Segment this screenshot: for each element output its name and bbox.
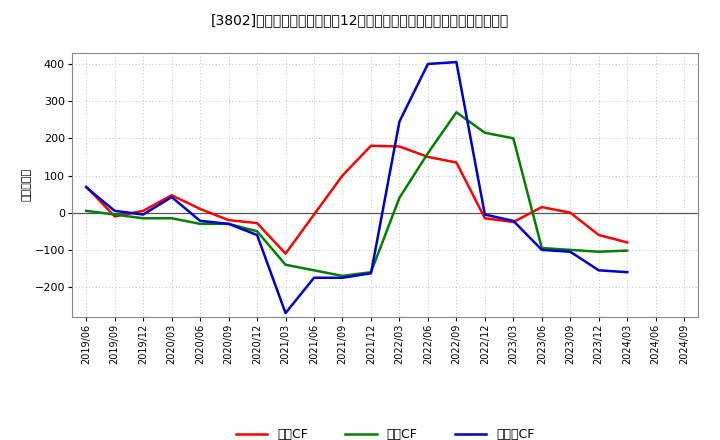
- 営業CF: [196, 206, 204, 212]
- Y-axis label: （百万円）: （百万円）: [22, 168, 32, 202]
- Line: 営業CF: 営業CF: [86, 146, 627, 253]
- フリーCF: [110, 208, 119, 213]
- フリーCF: [452, 59, 461, 65]
- Legend: 営業CF, 投賄CF, フリーCF: 営業CF, 投賄CF, フリーCF: [231, 423, 539, 440]
- 営業CF: [225, 217, 233, 223]
- 投賄CF: [509, 136, 518, 141]
- 投賄CF: [623, 248, 631, 253]
- Text: [3802]　キャッシュフローの12か月移動合計の対前年同期増減額の推移: [3802] キャッシュフローの12か月移動合計の対前年同期増減額の推移: [211, 13, 509, 27]
- 投賄CF: [82, 208, 91, 213]
- フリーCF: [395, 119, 404, 124]
- フリーCF: [566, 249, 575, 254]
- 投賄CF: [139, 216, 148, 221]
- Line: フリーCF: フリーCF: [86, 62, 627, 313]
- 投賄CF: [282, 262, 290, 268]
- フリーCF: [338, 275, 347, 280]
- 営業CF: [139, 208, 148, 213]
- 営業CF: [623, 240, 631, 245]
- 投賄CF: [110, 212, 119, 217]
- 営業CF: [395, 144, 404, 149]
- フリーCF: [423, 61, 432, 66]
- 営業CF: [423, 154, 432, 160]
- 投賄CF: [423, 150, 432, 156]
- 投賄CF: [253, 229, 261, 234]
- フリーCF: [480, 212, 489, 217]
- 投賄CF: [225, 221, 233, 227]
- 営業CF: [595, 232, 603, 238]
- 投賄CF: [595, 249, 603, 254]
- フリーCF: [253, 232, 261, 238]
- 営業CF: [509, 220, 518, 225]
- フリーCF: [139, 212, 148, 217]
- 営業CF: [253, 220, 261, 226]
- フリーCF: [225, 221, 233, 227]
- フリーCF: [82, 185, 91, 190]
- 営業CF: [282, 251, 290, 256]
- 営業CF: [566, 210, 575, 215]
- 投賄CF: [338, 273, 347, 279]
- 投賄CF: [366, 270, 375, 275]
- 営業CF: [480, 216, 489, 221]
- 営業CF: [310, 212, 318, 217]
- 営業CF: [338, 173, 347, 178]
- Line: 投賄CF: 投賄CF: [86, 112, 627, 276]
- 投賄CF: [167, 216, 176, 221]
- 投賄CF: [310, 268, 318, 273]
- フリーCF: [196, 218, 204, 224]
- 営業CF: [110, 214, 119, 219]
- 営業CF: [167, 193, 176, 198]
- 営業CF: [366, 143, 375, 148]
- フリーCF: [167, 194, 176, 200]
- フリーCF: [366, 271, 375, 276]
- 投賄CF: [196, 221, 204, 227]
- 営業CF: [82, 184, 91, 189]
- 投賄CF: [452, 110, 461, 115]
- 投賄CF: [395, 195, 404, 201]
- フリーCF: [537, 247, 546, 253]
- フリーCF: [623, 270, 631, 275]
- 投賄CF: [480, 130, 489, 136]
- フリーCF: [282, 311, 290, 316]
- 投賄CF: [566, 247, 575, 253]
- フリーCF: [595, 268, 603, 273]
- 営業CF: [452, 160, 461, 165]
- 営業CF: [537, 205, 546, 210]
- フリーCF: [509, 218, 518, 224]
- 投賄CF: [537, 246, 546, 251]
- フリーCF: [310, 275, 318, 280]
